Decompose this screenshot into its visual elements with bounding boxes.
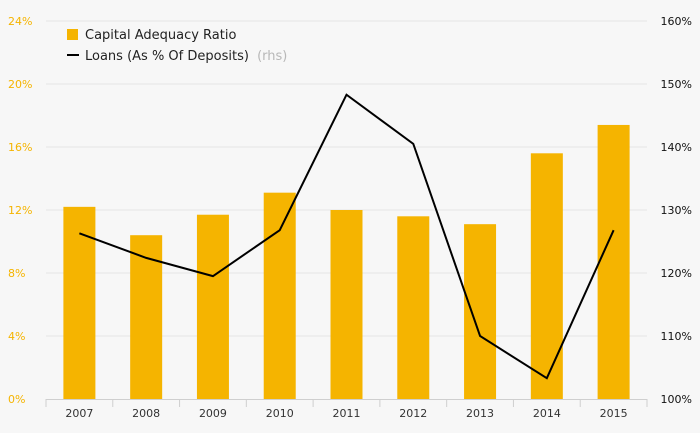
loans-line-series [79, 93, 615, 380]
bar [530, 153, 563, 399]
left-axis-tick-label: 0% [8, 393, 25, 406]
x-axis-tick-label: 2014 [533, 407, 561, 420]
right-axis-tick-label: 110% [661, 330, 692, 343]
legend: Capital Adequacy Ratio Loans (As % Of De… [67, 28, 287, 64]
x-axis-tick-label: 2008 [132, 407, 160, 420]
legend-label-line-note: (rhs) [257, 49, 287, 64]
right-axis-tick-label: 120% [661, 267, 692, 280]
bar [263, 192, 296, 399]
right-axis-tick-label: 130% [661, 204, 692, 217]
x-axis-tick-label: 2009 [199, 407, 227, 420]
left-axis-tick-label: 20% [8, 78, 32, 91]
bar [597, 124, 630, 399]
left-axis-tick-label: 8% [8, 267, 25, 280]
legend-label-line: Loans (As % Of Deposits) (rhs) [85, 49, 287, 64]
axes: 0% 100% 4% 110% 8% 120% 12% 130% 16% 140% 20% 150% 2… [8, 15, 692, 420]
legend-label-line-name: Loans (As % Of Deposits) [85, 49, 249, 64]
x-axis-tick-label: 2010 [266, 407, 294, 420]
legend-swatch-bar [67, 29, 78, 40]
bar [464, 224, 497, 399]
right-axis-tick-label: 140% [661, 141, 692, 154]
left-axis-tick-label: 24% [8, 15, 32, 28]
right-axis-tick-label: 160% [661, 15, 692, 28]
x-axis-tick-label: 2015 [600, 407, 628, 420]
x-axis-tick-label: 2007 [65, 407, 93, 420]
bar [330, 210, 363, 399]
x-axis-tick-label: 2012 [399, 407, 427, 420]
bar [196, 214, 229, 399]
left-axis-tick-label: 16% [8, 141, 32, 154]
x-axis-tick-label: 2013 [466, 407, 494, 420]
bar [397, 216, 430, 399]
legend-label-bar: Capital Adequacy Ratio [85, 28, 236, 43]
bar [63, 206, 96, 399]
x-axis-tick-label: 2011 [333, 407, 361, 420]
right-axis-tick-label: 150% [661, 78, 692, 91]
left-axis-tick-label: 12% [8, 204, 32, 217]
bar [130, 235, 163, 399]
right-axis-tick-label: 100% [661, 393, 692, 406]
left-axis-tick-label: 4% [8, 330, 25, 343]
capital-adequacy-bars [63, 124, 630, 399]
